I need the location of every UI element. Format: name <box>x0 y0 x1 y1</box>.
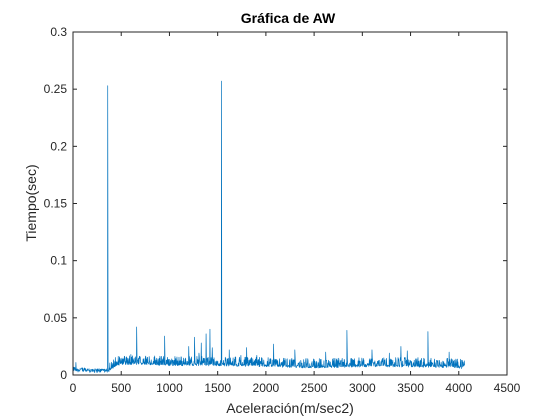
y-tick-label: 0.05 <box>44 311 68 325</box>
y-tick-label: 0.1 <box>50 254 67 268</box>
y-tick-label: 0.15 <box>44 197 68 211</box>
x-tick-label: 4000 <box>445 381 472 395</box>
y-axis-label: Tiempo(sec) <box>23 164 39 241</box>
x-tick-label: 1500 <box>204 381 231 395</box>
x-tick-label: 2500 <box>301 381 328 395</box>
x-tick-label: 500 <box>111 381 131 395</box>
x-tick-label: 1000 <box>156 381 183 395</box>
y-tick-label: 0 <box>60 368 67 382</box>
x-tick-label: 3000 <box>349 381 376 395</box>
x-tick-label: 0 <box>70 381 77 395</box>
y-tick-label: 0.25 <box>44 82 68 96</box>
y-tick-label: 0.3 <box>50 25 67 39</box>
plot-area <box>73 32 507 375</box>
x-tick-label: 3500 <box>397 381 424 395</box>
chart-title: Gráfica de AW <box>241 10 336 26</box>
x-tick-label: 2000 <box>253 381 280 395</box>
x-axis-label: Aceleración(m/sec2) <box>226 400 354 416</box>
x-tick-label: 4500 <box>494 381 521 395</box>
y-tick-label: 0.2 <box>50 139 67 153</box>
